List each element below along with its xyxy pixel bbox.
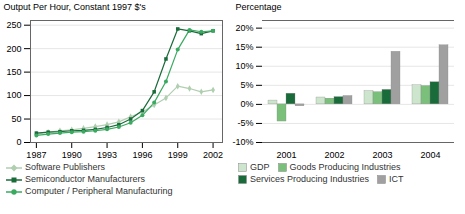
html-text:Computer / Peripheral Manufact: Computer / Peripheral Manufacturing xyxy=(25,186,173,196)
svg-text:0: 0 xyxy=(16,137,21,147)
svg-text:2002: 2002 xyxy=(324,150,344,160)
svg-text:100: 100 xyxy=(6,90,21,100)
svg-text:Percentage: Percentage xyxy=(236,2,282,12)
svg-text:1996: 1996 xyxy=(132,150,152,160)
svg-text:5%: 5% xyxy=(240,80,253,90)
svg-text:1999: 1999 xyxy=(168,150,188,160)
svg-text:1990: 1990 xyxy=(62,150,82,160)
svg-text:0%: 0% xyxy=(240,99,253,109)
svg-text:Output Per Hour, Constant 1997: Output Per Hour, Constant 1997 $'s xyxy=(4,2,147,12)
html-text:Goods Producing Industries: Goods Producing Industries xyxy=(289,162,401,172)
svg-text:2002: 2002 xyxy=(203,150,223,160)
svg-text:200: 200 xyxy=(6,44,21,54)
svg-text:2003: 2003 xyxy=(372,150,392,160)
svg-text:250: 250 xyxy=(6,20,21,30)
svg-text:-10%: -10% xyxy=(232,137,253,147)
svg-text:2004: 2004 xyxy=(420,150,440,160)
html-text:Services Producing Industries: Services Producing Industries xyxy=(250,174,370,184)
svg-text:10%: 10% xyxy=(235,61,253,71)
svg-text:50: 50 xyxy=(11,114,21,124)
svg-text:2001: 2001 xyxy=(276,150,296,160)
html-text:GDP: GDP xyxy=(250,162,270,172)
svg-text:150: 150 xyxy=(6,67,21,77)
html-text:ICT: ICT xyxy=(389,174,404,184)
html-text:Semiconductor Manufacturers: Semiconductor Manufacturers xyxy=(25,174,146,184)
svg-text:20%: 20% xyxy=(235,23,253,33)
svg-text:15%: 15% xyxy=(235,42,253,52)
html-text:Software Publishers: Software Publishers xyxy=(25,162,105,172)
svg-text:-5%: -5% xyxy=(237,118,253,128)
svg-text:1987: 1987 xyxy=(26,150,46,160)
svg-text:1993: 1993 xyxy=(97,150,117,160)
